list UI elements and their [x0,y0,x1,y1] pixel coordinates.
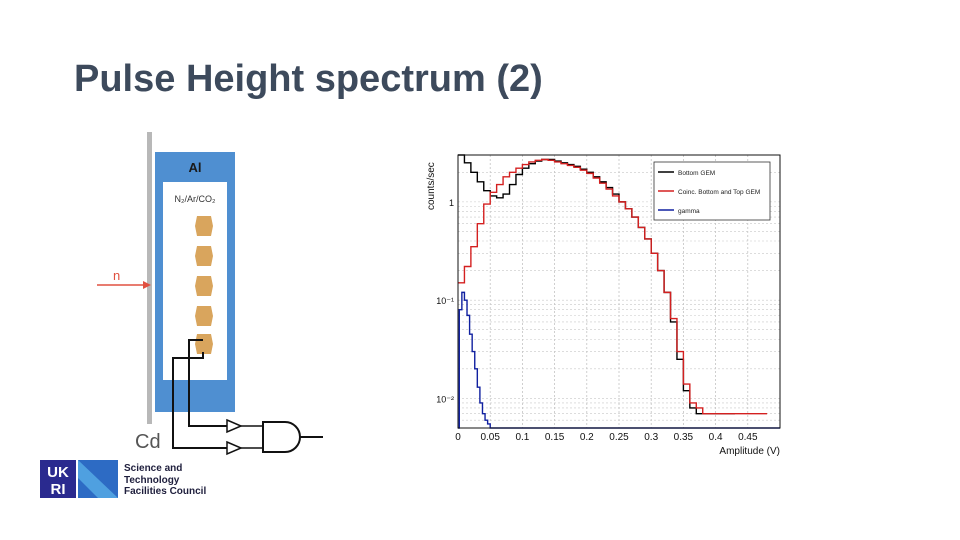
readout-wire-bottom [172,352,227,449]
cd-sheet [147,132,152,424]
x-tick-label: 0.25 [609,432,629,443]
gem-foil [195,306,213,326]
svg-text:UK: UK [47,464,69,481]
neutron-label: n [113,268,120,283]
logo-line-2: Technology [124,474,180,486]
y-tick-label: 1 [449,198,454,208]
x-axis-label: Amplitude (V) [719,446,780,457]
svg-text:RI: RI [51,481,66,498]
gem-foil [195,334,213,354]
x-tick-label: 0.2 [580,432,594,443]
y-tick-label: 10⁻¹ [436,296,454,306]
and-gate-icon [262,421,301,453]
ukri-logo: UK RI [40,460,118,498]
x-tick-label: 0.1 [515,432,529,443]
legend-label: Bottom GEM [678,170,715,177]
arrowhead-icon [143,281,151,289]
gas-label: N₂/Ar/CO₂ [175,194,216,204]
slide-title: Pulse Height spectrum (2) [74,58,543,100]
pulse-height-chart: 0 0.05 0.1 0.15 0.2 0.25 0.3 0.35 0.4 0.45 10⁻² 10⁻… [426,154,781,457]
stfc-logo-text: Science and Technology Facilities Counci… [124,463,206,498]
plot-frame [457,154,781,429]
x-tick-label: 0.15 [545,432,565,443]
plot-axes: 0 0.05 0.1 0.15 0.2 0.25 0.3 0.35 0.4 0.45 10⁻² 10⁻… [436,154,781,443]
detector-diagram: Al N₂/Ar/CO₂ n Cd [97,132,323,456]
logo-line-1: Science and [124,463,183,474]
cd-label: Cd [135,431,161,453]
x-tick-label: 0.45 [738,432,758,443]
series-line [458,158,768,415]
y-tick-label: 10⁻² [436,394,454,404]
gem-foil [195,276,213,296]
al-label: Al [189,160,202,175]
x-tick-label: 0.4 [709,432,723,443]
readout-wire-top [188,339,227,427]
chart-legend: Bottom GEM Coinc. Bottom and Top GEM gamma [653,161,771,221]
x-tick-label: 0.3 [644,432,658,443]
gem-foil [195,246,213,266]
logo-line-3: Facilities Council [124,486,207,497]
legend-label: Coinc. Bottom and Top GEM [678,189,760,196]
x-tick-label: 0.35 [674,432,694,443]
x-tick-label: 0 [455,432,461,443]
gem-foil [195,216,213,236]
buffer-icon [226,440,243,456]
x-tick-label: 0.05 [480,432,500,443]
buffer-icon [226,418,243,434]
legend-label: gamma [678,208,700,215]
series-line [458,154,735,415]
y-axis-label: counts/sec [426,162,437,210]
